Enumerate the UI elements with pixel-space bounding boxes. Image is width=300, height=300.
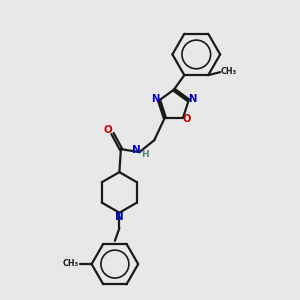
- Text: CH₃: CH₃: [220, 67, 237, 76]
- Text: O: O: [183, 114, 191, 124]
- Text: H: H: [141, 150, 148, 159]
- Text: CH₃: CH₃: [63, 259, 79, 268]
- Text: N: N: [151, 94, 159, 104]
- Text: N: N: [188, 94, 197, 104]
- Text: N: N: [132, 145, 141, 155]
- Text: O: O: [104, 125, 112, 135]
- Text: N: N: [115, 212, 124, 222]
